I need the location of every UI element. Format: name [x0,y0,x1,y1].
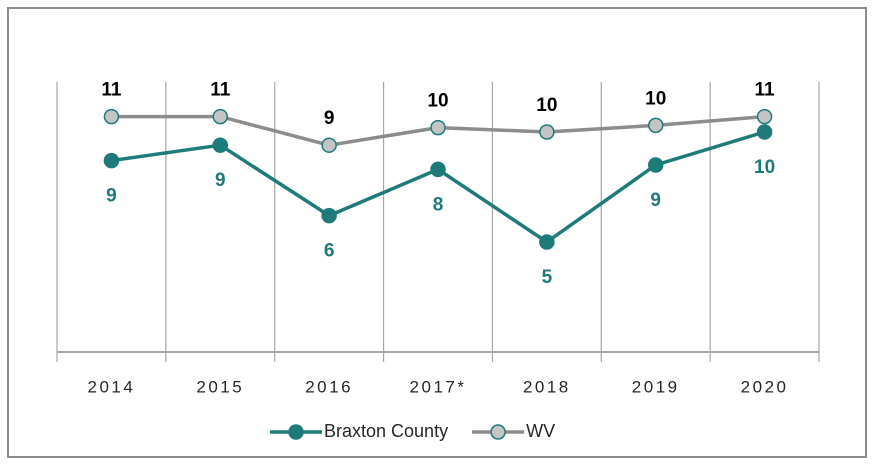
data-point [430,161,446,178]
legend-marker [490,424,506,440]
x-tick-label: 2017* [410,377,467,396]
data-point [756,124,773,140]
legend-label: WV [526,421,555,441]
data-point [212,108,229,125]
x-tick-label: 2018 [523,377,571,396]
x-tick-label: 2014 [88,377,136,396]
data-label: 6 [324,241,335,262]
x-tick-label: 2015 [196,377,244,396]
legend-label: Braxton County [324,421,448,441]
chart-border [7,7,867,458]
data-label: 10 [645,88,666,109]
data-label: 11 [101,80,122,101]
x-tick-label: 2019 [632,377,680,396]
data-label: 10 [754,157,775,178]
data-point [321,207,337,224]
data-label: 8 [433,194,444,215]
data-point [539,124,555,140]
data-point [647,117,664,134]
x-tick-label: 2020 [741,377,789,396]
data-point [321,137,337,153]
data-label: 11 [755,80,776,101]
legend-marker [288,424,304,440]
data-point [103,152,120,169]
data-label: 9 [215,170,226,191]
x-tick-label: 2016 [305,377,353,396]
data-point [539,234,555,250]
data-point [430,119,446,136]
data-label: 5 [542,267,553,288]
data-label: 9 [324,108,335,129]
data-label: 11 [210,80,231,101]
data-point [647,157,664,173]
data-label: 10 [427,91,448,112]
data-point [103,108,120,125]
data-label: 10 [536,95,557,116]
data-label: 9 [650,190,661,211]
data-point [212,137,229,153]
data-point [756,108,773,125]
data-label: 9 [106,186,117,207]
